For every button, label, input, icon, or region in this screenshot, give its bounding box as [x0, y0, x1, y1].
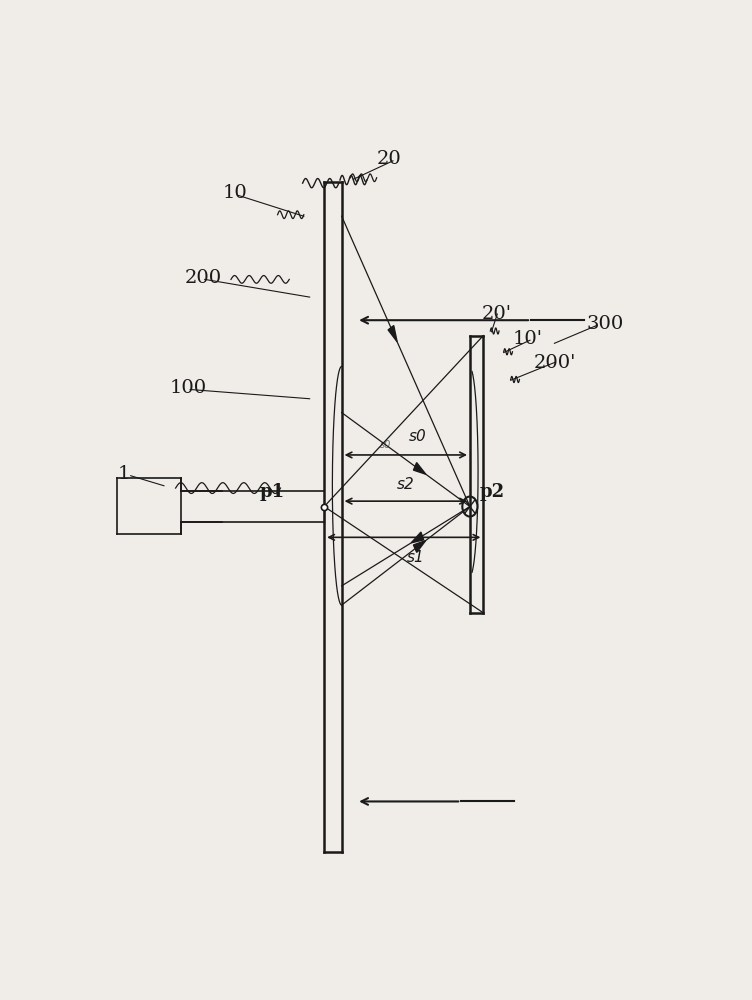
Polygon shape: [388, 326, 397, 342]
Text: 300: 300: [587, 315, 623, 333]
Polygon shape: [414, 541, 426, 552]
Text: s1: s1: [407, 550, 424, 565]
Text: p2: p2: [480, 483, 505, 501]
Text: 20': 20': [481, 305, 511, 323]
Text: s0: s0: [380, 440, 391, 450]
Polygon shape: [411, 532, 423, 543]
Text: p1: p1: [259, 483, 284, 501]
Text: 1: 1: [117, 465, 129, 483]
Text: s2: s2: [397, 477, 414, 492]
Text: s0: s0: [408, 429, 426, 444]
Polygon shape: [414, 463, 426, 474]
Text: 100: 100: [170, 379, 207, 397]
Text: 200: 200: [184, 269, 221, 287]
Text: 10': 10': [512, 330, 542, 348]
Text: 10: 10: [223, 184, 247, 202]
Text: 20: 20: [377, 149, 402, 167]
Text: 200': 200': [534, 354, 576, 372]
